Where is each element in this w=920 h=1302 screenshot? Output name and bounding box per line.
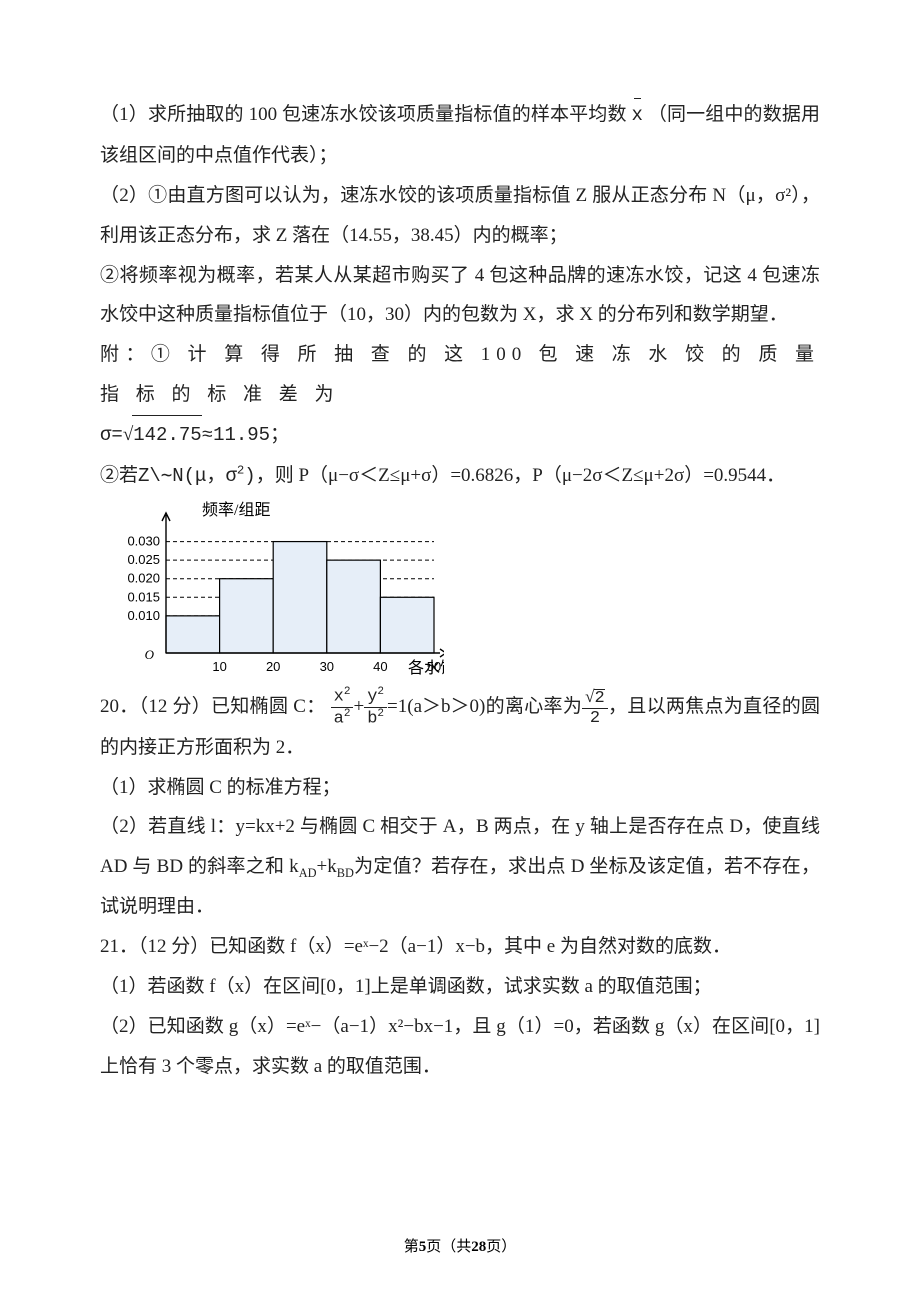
frac-sqrt2-2: √2 2 (582, 688, 608, 727)
histogram-chart: 0.0100.0150.0200.0250.030O1020304050频率/组… (104, 501, 820, 681)
frac-x2-a2: x2 a2 (331, 687, 354, 727)
q19-part1: （1）求所抽取的 100 包速冻水饺该项质量指标值的样本平均数 x （同一组中的… (100, 95, 820, 176)
q19-appendix-2: ②若Z\∼N(μ，σ2)，则 P（μ−σ＜Z≤μ+σ）=0.6826，P（μ−2… (100, 456, 820, 497)
den: b (367, 710, 377, 729)
q21-part2: （2）已知函数 g（x）=eˣ−（a−1）x²−bx−1，且 g（1）=0，若函… (100, 1007, 820, 1087)
num: y (367, 688, 377, 707)
q19-sigma-formula: σ=√142.75≈11.95； (100, 415, 820, 456)
q19-part2-1: （2）①由直方图可以认为，速冻水饺的该项质量指标值 Z 服从正态分布 N（μ，σ… (100, 176, 820, 256)
frac-y2-b2: y2 b2 (364, 687, 387, 727)
num: 2 (594, 689, 605, 707)
svg-text:频率/组距: 频率/组距 (202, 501, 270, 519)
sub-bd: BD (337, 866, 354, 880)
svg-text:40: 40 (373, 659, 387, 674)
q19-appendix-1: 附：① 计 算 得 所 抽 查 的 这 100 包 速 冻 水 饺 的 质 量 … (100, 335, 820, 415)
text: =1(a＞b＞0)的离心率为 (387, 696, 582, 717)
svg-text:0.020: 0.020 (127, 571, 160, 586)
svg-text:0.015: 0.015 (127, 589, 160, 604)
page-total: 28 (471, 1239, 486, 1255)
q21-part1: （1）若函数 f（x）在区间[0，1]上是单调函数，试求实数 a 的取值范围； (100, 967, 820, 1007)
text: 页（共 (426, 1239, 471, 1255)
text: 页） (486, 1239, 516, 1255)
text: 20．（12 分）已知椭圆 C： (100, 696, 326, 717)
svg-text:0.010: 0.010 (127, 608, 160, 623)
x-bar-symbol: x (632, 96, 643, 136)
page-footer: 第5页（共28页） (0, 1235, 920, 1256)
q19-part2-2: ②将频率视为概率，若某人从某超市购买了 4 包这种品牌的速冻水饺，记这 4 包速… (100, 256, 820, 336)
svg-text:O: O (145, 647, 155, 662)
text: （1）求所抽取的 100 包速冻水饺该项质量指标值的样本平均数 (100, 104, 627, 125)
den: 2 (582, 709, 608, 727)
q21-stem: 21．（12 分）已知函数 f（x）=eˣ−2（a−1）x−b，其中 e 为自然… (100, 927, 820, 967)
q20-part1: （1）求椭圆 C 的标准方程； (100, 768, 820, 808)
sub-ad: AD (299, 866, 317, 880)
svg-text:20: 20 (266, 659, 280, 674)
histogram-svg: 0.0100.0150.0200.0250.030O1020304050频率/组… (104, 501, 444, 681)
den: a (334, 710, 344, 729)
text: +k (317, 856, 337, 877)
num: x (334, 688, 344, 707)
svg-text:0.025: 0.025 (127, 552, 160, 567)
q20-stem: 20．（12 分）已知椭圆 C： x2 a2 + y2 b2 =1(a＞b＞0)… (100, 687, 820, 768)
svg-text:10: 10 (212, 659, 226, 674)
svg-text:30: 30 (320, 659, 334, 674)
q20-part2: （2）若直线 l：y=kx+2 与椭圆 C 相交于 A，B 两点，在 y 轴上是… (100, 807, 820, 927)
svg-text:0.030: 0.030 (127, 533, 160, 548)
text: 第 (404, 1239, 419, 1255)
svg-text:各水饺质量指标: 各水饺质量指标 (408, 659, 444, 677)
page: （1）求所抽取的 100 包速冻水饺该项质量指标值的样本平均数 x （同一组中的… (0, 0, 920, 1302)
